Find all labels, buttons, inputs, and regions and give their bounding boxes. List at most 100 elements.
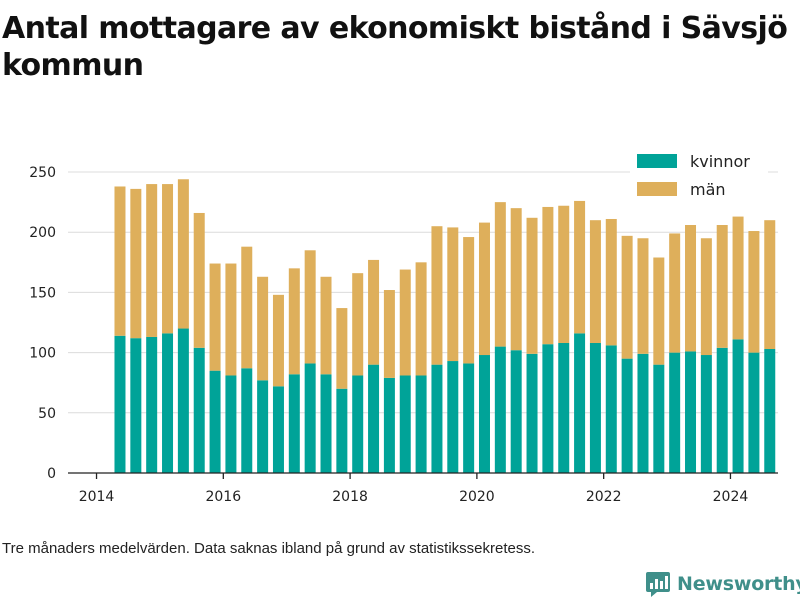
legend-swatch-kvinnor	[637, 154, 677, 168]
bar-man	[494, 202, 506, 347]
bar-man	[272, 294, 284, 387]
bar-kvinnor	[177, 328, 189, 473]
bar-man	[288, 268, 300, 375]
bar-man	[399, 269, 411, 376]
bar-man	[685, 225, 697, 352]
bar-kvinnor	[494, 346, 506, 473]
y-tick-label: 150	[29, 285, 56, 301]
legend-label-man: män	[690, 180, 726, 199]
bar-kvinnor	[431, 364, 443, 473]
bar-kvinnor	[685, 351, 697, 473]
bar-man	[320, 276, 332, 375]
bar-kvinnor	[114, 335, 126, 473]
x-tick-label: 2014	[79, 489, 115, 505]
bar-man	[241, 246, 253, 369]
legend-label-kvinnor: kvinnor	[690, 152, 750, 171]
bar-man	[304, 250, 316, 364]
x-tick-label: 2022	[586, 489, 622, 505]
bar-man	[653, 257, 665, 365]
bar-kvinnor	[732, 339, 744, 473]
bar-kvinnor	[146, 336, 158, 473]
x-tick-label: 2020	[459, 489, 495, 505]
bar-man	[368, 259, 380, 365]
bar-kvinnor	[209, 370, 221, 473]
bar-man	[510, 208, 522, 351]
bar-kvinnor	[399, 375, 411, 473]
bar-man	[732, 216, 744, 340]
x-tick-label: 2018	[332, 489, 368, 505]
footnote: Tre månaders medelvärden. Data saknas ib…	[2, 540, 536, 557]
bar-kvinnor	[542, 344, 554, 473]
bar-man	[605, 218, 617, 346]
bar-kvinnor	[621, 358, 633, 473]
newsworthy-logo-icon	[646, 572, 670, 597]
bar-kvinnor	[748, 352, 760, 473]
bar-man	[700, 238, 712, 356]
bar-man	[621, 235, 633, 359]
bar-man	[526, 217, 538, 354]
bar-kvinnor	[130, 338, 142, 473]
bar-kvinnor	[700, 355, 712, 473]
bar-man	[146, 184, 158, 337]
bar-man	[764, 220, 776, 350]
bar-kvinnor	[383, 377, 395, 473]
bar-kvinnor	[320, 374, 332, 473]
bar-man	[574, 200, 586, 334]
bar-kvinnor	[304, 363, 316, 473]
bar-kvinnor	[605, 345, 617, 473]
bar-kvinnor	[637, 353, 649, 473]
bar-kvinnor	[368, 364, 380, 473]
brand[interactable]: Newsworthy	[645, 568, 800, 600]
chart-title: Antal mottagare av ekonomiskt bistånd i …	[2, 11, 788, 83]
bar-man	[177, 179, 189, 329]
bar-kvinnor	[257, 380, 269, 473]
bar-man	[637, 238, 649, 354]
bar-kvinnor	[415, 375, 427, 473]
bar-kvinnor	[558, 342, 570, 473]
bar-man	[431, 226, 443, 365]
bar-kvinnor	[526, 353, 538, 473]
brand-name: Newsworthy	[677, 573, 800, 595]
x-tick-label: 2016	[205, 489, 241, 505]
bar-kvinnor	[589, 342, 601, 473]
bar-kvinnor	[193, 347, 205, 473]
y-tick-label: 200	[29, 225, 56, 241]
bar-man	[336, 308, 348, 389]
y-tick-label: 0	[47, 466, 56, 482]
bar-man	[463, 237, 475, 364]
bar-man	[383, 290, 395, 378]
bar-kvinnor	[336, 388, 348, 473]
bar-man	[542, 206, 554, 345]
bar-man	[225, 263, 237, 376]
bar-kvinnor	[716, 347, 728, 473]
y-tick-label: 250	[29, 165, 56, 181]
bar-kvinnor	[241, 368, 253, 473]
axes: 0 50 100 150 200 250 2014 2016 2018 2020 2022 2024	[29, 165, 778, 505]
bar-kvinnor	[225, 375, 237, 473]
bar-man	[478, 222, 490, 356]
bar-man	[193, 212, 205, 348]
bar-kvinnor	[272, 386, 284, 473]
bar-man	[257, 276, 269, 381]
bar-man	[558, 205, 570, 343]
bar-man	[162, 184, 174, 334]
x-tick-label: 2024	[713, 489, 749, 505]
legend-swatch-man	[637, 182, 677, 196]
bar-kvinnor	[447, 361, 459, 473]
bars	[114, 179, 776, 473]
y-tick-label: 50	[38, 406, 56, 422]
bar-kvinnor	[669, 352, 681, 473]
bar-man	[352, 273, 364, 376]
bar-kvinnor	[653, 364, 665, 473]
bar-man	[748, 231, 760, 353]
bar-man	[130, 188, 142, 339]
bar-kvinnor	[764, 349, 776, 473]
bar-kvinnor	[478, 355, 490, 473]
legend: kvinnor män	[630, 148, 768, 206]
bar-kvinnor	[288, 374, 300, 473]
bar-kvinnor	[510, 350, 522, 473]
bar-man	[589, 220, 601, 343]
bar-man	[114, 186, 126, 336]
bar-kvinnor	[463, 363, 475, 473]
